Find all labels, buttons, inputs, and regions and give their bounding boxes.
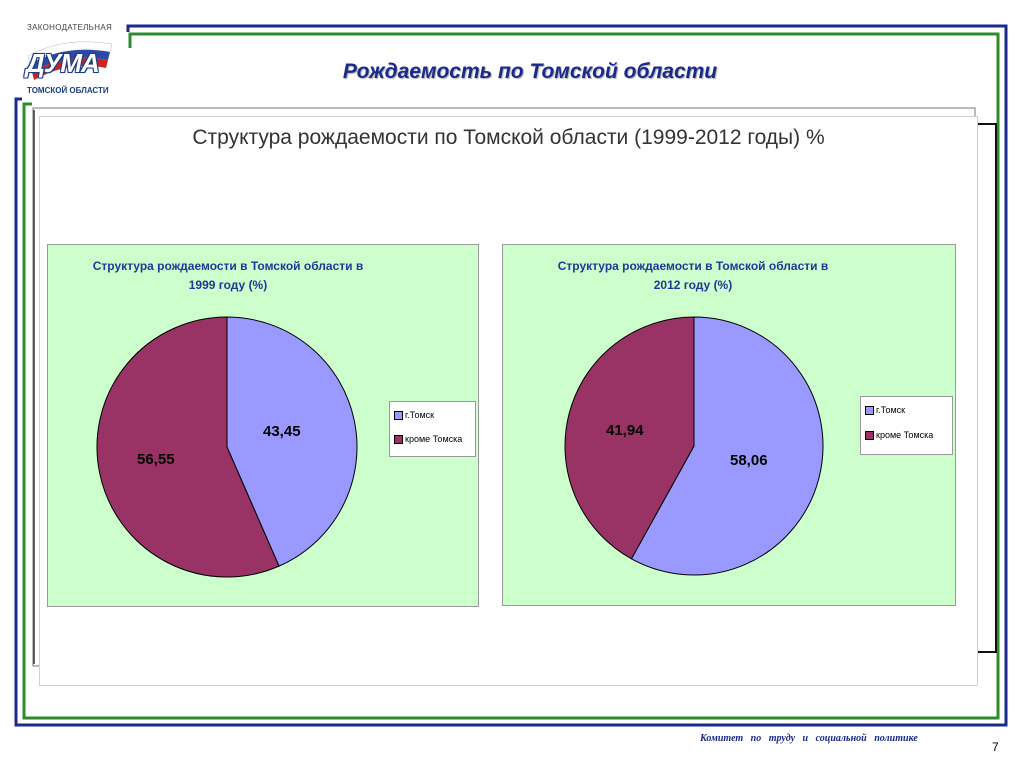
legend-swatch-tomsk-2012 xyxy=(865,405,874,415)
pie-title-2012: Структура рождаемости в Томской области … xyxy=(503,257,883,295)
logo-flag-icon xyxy=(27,41,113,80)
legend-item-outside-1999: кроме Томска xyxy=(394,434,462,444)
data-label-outside-2012: 41,94 xyxy=(606,422,644,439)
pie-title-2012-line-1: Структура рождаемости в Томской области … xyxy=(557,259,829,273)
legend-item-tomsk-1999: г.Томск xyxy=(394,410,434,420)
data-label-tomsk-2012: 58,06 xyxy=(730,452,768,469)
legend-label-outside-1999: кроме Томска xyxy=(405,434,463,444)
chart-title: Структура рождаемости по Томской области… xyxy=(192,126,825,149)
pie-title-1999-line-1: Структура рождаемости в Томской области … xyxy=(92,259,364,273)
pie-svg-2012 xyxy=(564,316,824,576)
pie-title-1999: Структура рождаемости в Томской области … xyxy=(48,257,408,295)
pie-chart-2012: Структура рождаемости в Томской области … xyxy=(502,244,956,606)
pie-slice-tomsk-1999 xyxy=(226,316,358,567)
logo-bottom-text: ТОМСКОЙ ОБЛАСТИ xyxy=(27,86,109,95)
legend-2012: г.Томск кроме Томска xyxy=(860,396,953,455)
pie-slice-tomsk-2012 xyxy=(630,316,824,576)
legend-1999: г.Томск кроме Томска xyxy=(389,401,476,457)
pie-slice-outside-2012 xyxy=(564,316,695,560)
pie-svg-1999 xyxy=(96,316,358,578)
footer-text: Комитет по труду и социальной политике xyxy=(700,733,918,744)
logo-word: ДУМА xyxy=(26,48,100,78)
pie-title-2012-line-2: 2012 году (%) xyxy=(653,278,733,292)
data-label-tomsk-1999: 43,45 xyxy=(263,423,301,440)
legend-swatch-tomsk-1999 xyxy=(394,410,403,420)
data-label-outside-1999: 56,55 xyxy=(137,451,175,468)
legend-label-outside-2012: кроме Томска xyxy=(876,430,934,440)
pie-slice-outside-1999 xyxy=(96,316,280,578)
legend-label-tomsk-1999: г.Томск xyxy=(405,410,435,420)
pie-title-1999-line-2: 1999 году (%) xyxy=(188,278,268,292)
legend-item-outside-2012: кроме Томска xyxy=(865,430,933,440)
legend-swatch-outside-1999 xyxy=(394,434,403,444)
legend-swatch-outside-2012 xyxy=(865,430,874,440)
legend-item-tomsk-2012: г.Томск xyxy=(865,405,905,415)
logo-top-text: ЗАКОНОДАТЕЛЬНАЯ xyxy=(27,23,113,32)
slide-title: Рождаемость по Томской области xyxy=(342,60,718,83)
legend-label-tomsk-2012: г.Томск xyxy=(876,405,906,415)
page-number: 7 xyxy=(992,740,999,754)
pie-chart-1999: Структура рождаемости в Томской области … xyxy=(47,244,479,607)
